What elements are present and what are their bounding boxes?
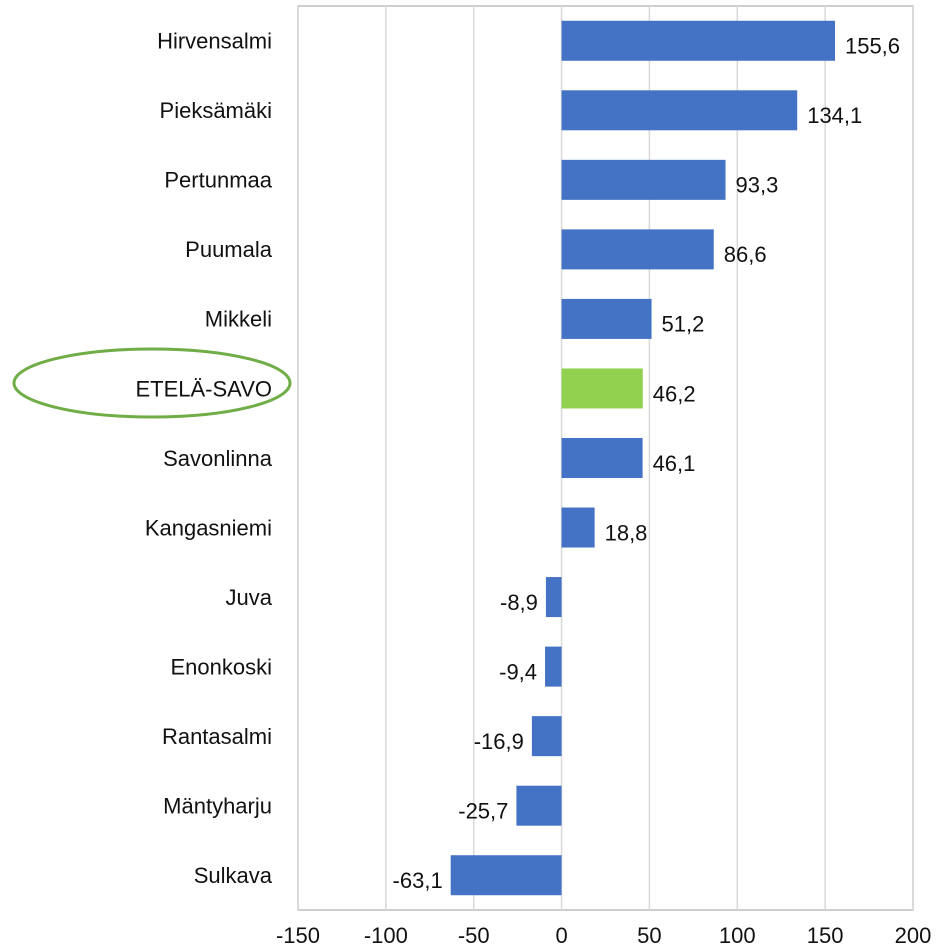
bar <box>561 368 643 409</box>
bar <box>531 716 562 757</box>
value-label: 46,1 <box>653 451 696 476</box>
y-tick-label: Enonkoski <box>170 654 272 679</box>
bar <box>561 507 595 548</box>
bar <box>561 90 798 131</box>
y-tick-label: Rantasalmi <box>162 724 272 749</box>
bar <box>516 785 562 826</box>
value-label: 134,1 <box>807 103 862 128</box>
bar <box>561 20 835 61</box>
bar <box>561 159 726 200</box>
x-tick-label: 150 <box>807 923 844 948</box>
y-tick-label: Pieksämäki <box>160 98 272 123</box>
value-label: -16,9 <box>474 729 524 754</box>
y-tick-label: Mikkeli <box>205 307 272 332</box>
y-tick-label: Savonlinna <box>163 446 273 471</box>
y-tick-label: Hirvensalmi <box>157 29 272 54</box>
y-tick-label: Pertunmaa <box>164 168 272 193</box>
y-tick-label: Puumala <box>185 237 273 262</box>
x-tick-label: 200 <box>895 923 932 948</box>
x-tick-label: -150 <box>276 923 320 948</box>
value-label: -8,9 <box>500 590 538 615</box>
x-tick-label: 50 <box>637 923 661 948</box>
x-tick-label: 100 <box>719 923 756 948</box>
value-label: 86,6 <box>724 242 767 267</box>
y-tick-label: Mäntyharju <box>163 794 272 819</box>
x-tick-label: -100 <box>364 923 408 948</box>
value-label: 46,2 <box>653 381 696 406</box>
y-tick-label: Juva <box>226 585 273 610</box>
highlight-ellipse <box>12 347 292 419</box>
bar <box>545 646 562 687</box>
value-label: 93,3 <box>736 173 779 198</box>
y-tick-label: ETELÄ-SAVO <box>135 376 272 401</box>
value-label: -63,1 <box>393 868 443 893</box>
bar <box>561 438 643 478</box>
x-tick-label: -50 <box>458 923 490 948</box>
bar <box>450 855 562 896</box>
bar <box>561 298 652 339</box>
y-tick-label: Kangasniemi <box>145 515 272 540</box>
value-label: -9,4 <box>499 659 537 684</box>
y-tick-label: Sulkava <box>194 863 273 888</box>
bar <box>561 229 714 270</box>
value-label: -25,7 <box>458 799 508 824</box>
x-tick-label: 0 <box>555 923 567 948</box>
value-label: 155,6 <box>845 34 900 59</box>
value-label: 18,8 <box>605 520 648 545</box>
bar <box>545 577 562 618</box>
value-label: 51,2 <box>662 312 705 337</box>
